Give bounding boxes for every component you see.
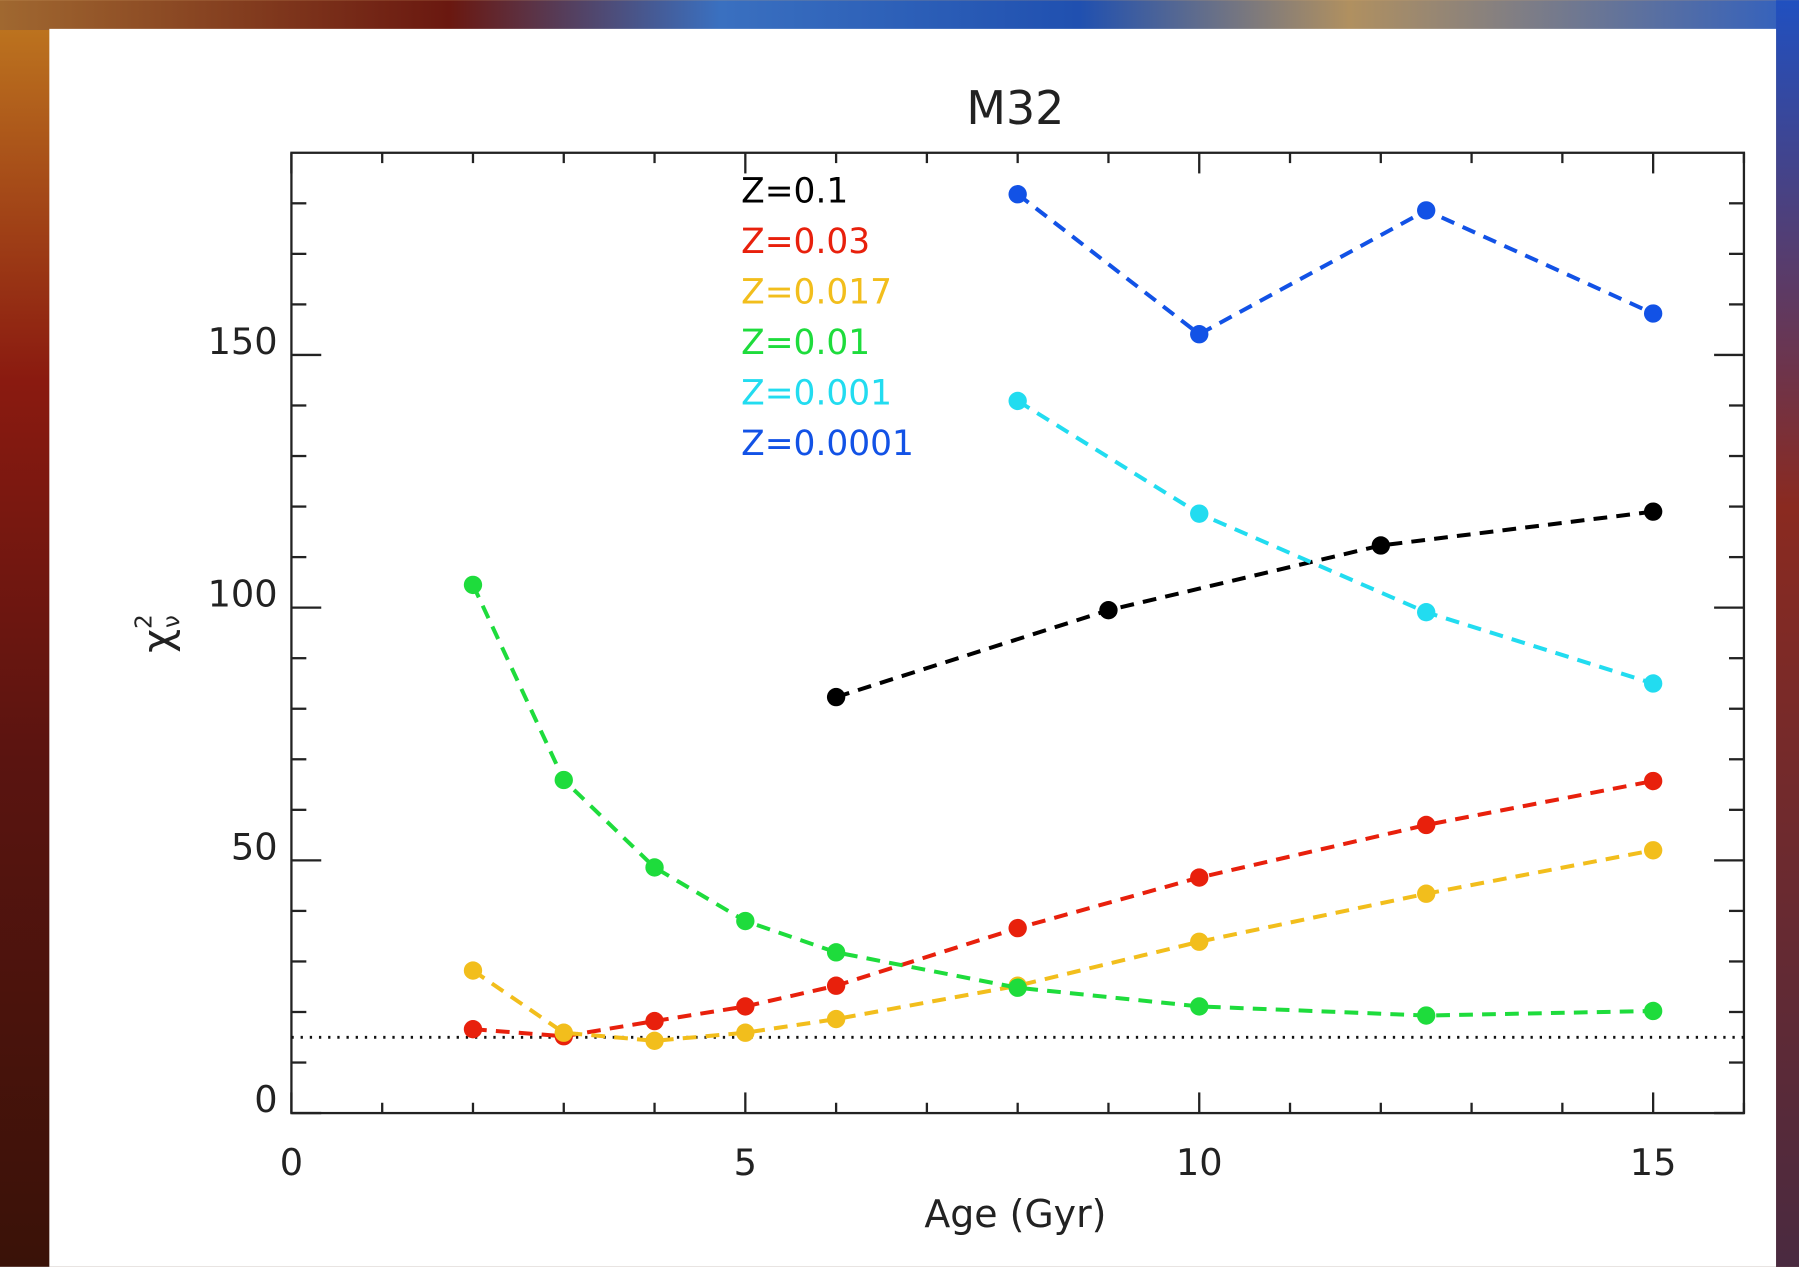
y-tick-label: 0 (254, 1078, 277, 1121)
data-point (736, 911, 755, 931)
data-point (826, 1009, 846, 1029)
y-label-symbol: χ (134, 629, 182, 653)
data-point (1643, 771, 1663, 791)
background-right (1776, 0, 1799, 1267)
data-point (554, 770, 573, 790)
data-point (826, 687, 846, 707)
data-point (826, 976, 846, 995)
data-point (1417, 201, 1436, 220)
data-point (463, 575, 483, 595)
data-point (1190, 997, 1209, 1016)
series-line (471, 848, 1654, 1043)
x-tick-label: 15 (1630, 1141, 1677, 1184)
legend-entry: Z=0.017 (741, 272, 892, 312)
data-point (463, 961, 483, 980)
legend-entry: Z=0.1 (741, 171, 848, 211)
background-top (0, 0, 1799, 31)
data-point (1643, 502, 1663, 521)
legend-entry: Z=0.0001 (741, 424, 914, 464)
legend-entry: Z=0.001 (741, 373, 892, 413)
data-point (1417, 884, 1436, 903)
data-point (1190, 504, 1209, 523)
data-point (645, 858, 664, 877)
data-point (826, 943, 846, 962)
data-point (1190, 932, 1209, 951)
y-tick-label: 100 (208, 573, 278, 616)
data-point (645, 1031, 664, 1050)
plot-area: 0 5 10 15050100150Z=0.1Z=0.03Z=0.017Z=0.01Z… (208, 151, 1746, 1184)
data-point (1190, 868, 1209, 887)
plot-frame (290, 151, 1746, 1115)
data-point (1190, 325, 1209, 344)
data-point (1643, 674, 1663, 693)
data-point (1008, 978, 1027, 997)
y-tick-label: 50 (231, 825, 278, 868)
data-point (645, 1011, 664, 1031)
y-label-sup: 2 (131, 614, 157, 629)
data-point (463, 1020, 483, 1039)
data-point (736, 1023, 755, 1042)
data-point (736, 997, 755, 1016)
data-point (1008, 391, 1027, 411)
x-tick-label: 0 (280, 1141, 303, 1184)
y-axis-label: χ2ν (131, 614, 185, 652)
y-tick-label: 150 (208, 320, 278, 363)
legend-entry: Z=0.03 (741, 222, 870, 262)
data-point (1417, 815, 1436, 835)
data-point (1371, 536, 1390, 555)
data-point (554, 1023, 573, 1042)
y-label-sub: ν (159, 615, 185, 628)
x-tick-label: 10 (1176, 1141, 1223, 1184)
data-point (1417, 1006, 1436, 1025)
series-line (835, 509, 1654, 700)
data-point (1099, 601, 1118, 620)
data-point (1008, 185, 1027, 204)
legend-entry: Z=0.01 (741, 323, 870, 363)
data-point (1417, 603, 1436, 622)
series-line (471, 584, 1654, 1018)
data-point (1643, 841, 1663, 860)
x-tick-label: 5 (734, 1141, 757, 1184)
slide-panel (49, 28, 1777, 1267)
x-axis-label: Age (Gyr) (924, 1192, 1106, 1236)
data-point (1643, 1001, 1663, 1021)
chart-title: M32 (966, 81, 1064, 135)
series-line (1016, 399, 1654, 686)
data-point (1008, 918, 1027, 938)
data-point (1643, 304, 1663, 323)
